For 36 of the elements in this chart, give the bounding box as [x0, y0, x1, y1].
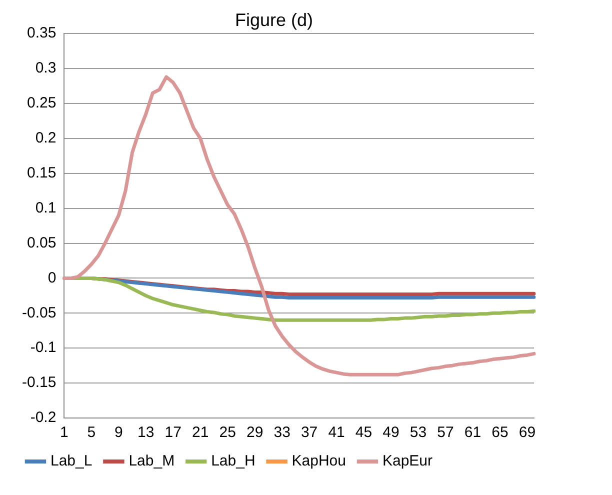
x-tick-label: 1 — [60, 424, 68, 442]
y-tick-label: 0.25 — [26, 94, 56, 112]
x-tick-label: 33 — [274, 424, 290, 442]
y-tick-label: -0.15 — [22, 374, 56, 392]
y-tick-label: 0.3 — [35, 60, 56, 77]
legend-label: KapHou — [292, 452, 346, 470]
y-tick-label: 0.2 — [35, 130, 56, 147]
y-tick-label: 0.35 — [26, 24, 56, 42]
y-tick-label: 0.05 — [26, 234, 56, 252]
legend-label: Lab_M — [128, 452, 175, 470]
x-tick-label: 29 — [246, 424, 264, 442]
x-tick-label: 25 — [219, 424, 236, 442]
x-tick-label: 41 — [328, 424, 345, 442]
y-tick-label: 0.15 — [26, 164, 56, 182]
x-tick-label: 49 — [382, 424, 400, 442]
x-tick-label: 21 — [192, 424, 209, 442]
x-tick-label: 53 — [410, 424, 427, 442]
legend-label: KapEur — [382, 452, 433, 470]
x-tick-label: 17 — [164, 424, 182, 442]
x-tick-label: 37 — [300, 424, 318, 442]
y-tick-label: 0 — [48, 269, 56, 286]
legend-label: Lab_H — [211, 452, 256, 470]
x-tick-label: 65 — [492, 424, 508, 442]
x-tick-label: 57 — [437, 424, 454, 442]
y-tick-label: -0.05 — [22, 304, 56, 322]
y-tick-label: -0.1 — [30, 339, 56, 356]
x-tick-label: 45 — [355, 424, 372, 442]
x-tick-label: 61 — [464, 424, 482, 442]
x-tick-label: 5 — [87, 424, 96, 442]
y-tick-label: -0.2 — [30, 409, 56, 426]
legend-label: Lab_L — [50, 452, 92, 470]
y-tick-label: 0.1 — [35, 199, 56, 216]
x-tick-label: 13 — [138, 424, 154, 442]
chart-title: Figure (d) — [234, 10, 314, 30]
x-tick-label: 9 — [114, 424, 123, 442]
x-tick-label: 69 — [518, 424, 536, 442]
